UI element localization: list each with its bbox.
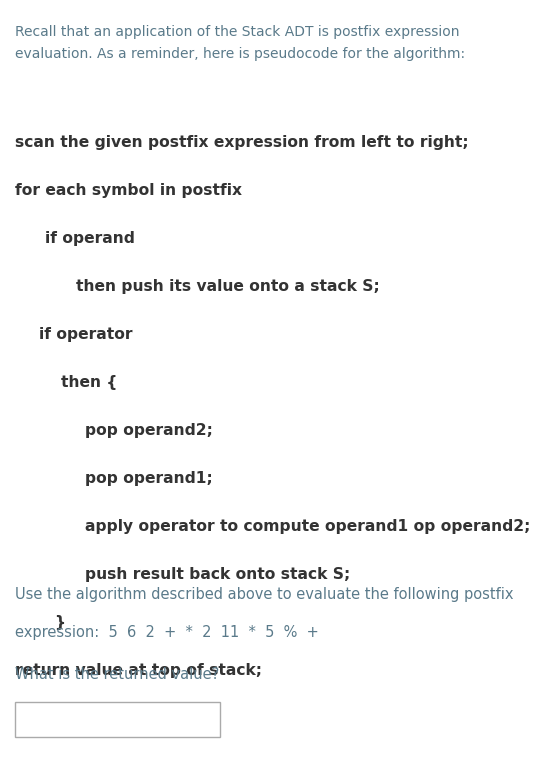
Text: Use the algorithm described above to evaluate the following postfix: Use the algorithm described above to eva… [15,587,514,602]
Text: apply operator to compute operand1 op operand2;: apply operator to compute operand1 op op… [84,519,530,534]
Text: What is the returned value?: What is the returned value? [15,667,220,682]
Text: then push its value onto a stack S;: then push its value onto a stack S; [76,279,379,294]
Text: if operator: if operator [39,327,133,342]
Text: expression:  5  6  2  +  *  2  11  *  5  %  +: expression: 5 6 2 + * 2 11 * 5 % + [15,625,319,640]
Text: return value at top of stack;: return value at top of stack; [15,663,262,678]
Text: scan the given postfix expression from left to right;: scan the given postfix expression from l… [15,135,469,150]
Text: evaluation. As a reminder, here is pseudocode for the algorithm:: evaluation. As a reminder, here is pseud… [15,47,465,61]
Text: }: } [55,615,66,630]
Text: pop operand2;: pop operand2; [84,423,213,438]
Text: push result back onto stack S;: push result back onto stack S; [84,567,350,582]
FancyBboxPatch shape [15,702,220,737]
Text: pop operand1;: pop operand1; [84,471,213,486]
Text: then {: then { [60,375,117,390]
Text: if operand: if operand [45,231,135,246]
Text: Recall that an application of the Stack ADT is postfix expression: Recall that an application of the Stack … [15,25,460,39]
Text: for each symbol in postfix: for each symbol in postfix [15,183,242,198]
